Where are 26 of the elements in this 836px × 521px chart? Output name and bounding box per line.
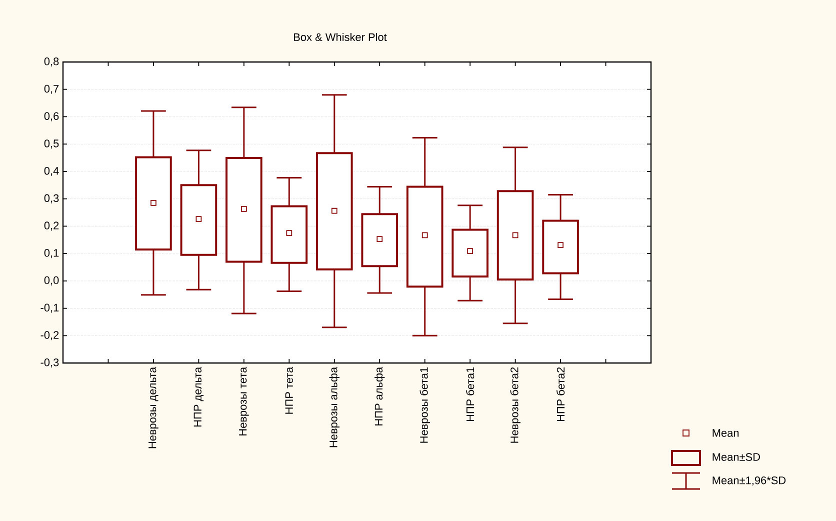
y-tick-label: 0,4 bbox=[44, 166, 59, 176]
y-tick-label: 0,0 bbox=[44, 276, 59, 286]
x-tick-label: НПР дельта bbox=[194, 366, 204, 426]
y-tick-label: 0,2 bbox=[44, 222, 59, 231]
x-tick-label: Неврозы альфа bbox=[329, 366, 340, 448]
y-tick-label: 0,3 bbox=[44, 194, 59, 204]
y-tick-label: -0,1 bbox=[40, 304, 59, 313]
y-tick-label: 0,5 bbox=[44, 140, 59, 149]
y-tick-label: -0,3 bbox=[40, 358, 59, 368]
text: Mean±1,96*SD bbox=[712, 476, 786, 486]
x-tick-label: Неврозы бета2 bbox=[510, 367, 520, 443]
x-tick-label: Неврозы дельта bbox=[148, 366, 158, 448]
y-tick-label: 0,6 bbox=[44, 112, 59, 122]
x-tick-label: НПР тета bbox=[285, 366, 293, 414]
x-tick-label: НПР бета2 bbox=[556, 367, 565, 422]
y-tick-label: 0,7 bbox=[44, 84, 59, 94]
y-tick-label: 0,8 bbox=[44, 57, 59, 67]
chart-title: Box & Whisker Plot bbox=[294, 32, 387, 42]
text: Mean±SD bbox=[712, 453, 760, 461]
x-tick-label: НПР бета1 bbox=[466, 367, 474, 422]
x-tick-label: Неврозы бета1 bbox=[420, 367, 430, 443]
text: Mean bbox=[712, 429, 739, 437]
y-tick-label: -0,2 bbox=[40, 331, 59, 340]
y-tick-label: 0,1 bbox=[44, 249, 59, 258]
x-tick-label: Неврозы тета bbox=[239, 366, 249, 436]
x-tick-label: НПР альфа bbox=[374, 366, 385, 426]
